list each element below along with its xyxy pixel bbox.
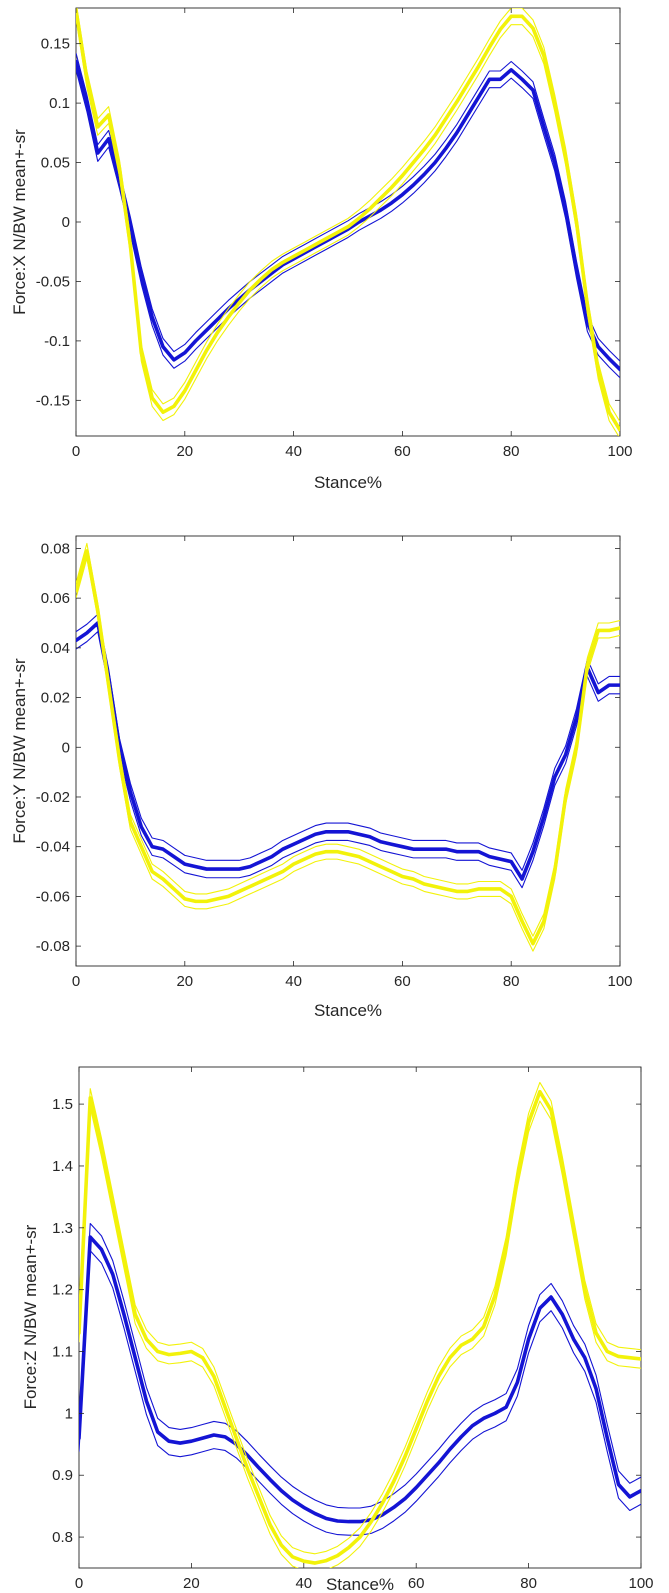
force-z-blue-upper-band xyxy=(79,1222,641,1509)
force-y-x-tick-label: 20 xyxy=(176,973,193,990)
force-y-y-tick-label: -0.02 xyxy=(36,789,70,806)
force-y-y-tick-label: -0.06 xyxy=(36,888,70,905)
force-z-y-tick-label: 0.9 xyxy=(52,1467,73,1484)
force-y-plot-frame xyxy=(75,535,621,967)
force-y-blue-mean-line xyxy=(76,621,620,881)
force-z-y-tick-label: 1.3 xyxy=(52,1220,73,1237)
force-y-yellow-mean-line xyxy=(76,549,620,946)
force-x-y-tick-label: -0.1 xyxy=(44,333,70,350)
force-y-y-tick-label: 0.04 xyxy=(41,640,70,657)
force-x-y-tick-label: 0.1 xyxy=(49,95,70,112)
force-x-y-tick-label: -0.05 xyxy=(36,273,70,290)
force-x-yellow-upper-band xyxy=(76,8,620,423)
force-z-x-tick-label: 80 xyxy=(520,1575,537,1592)
force-z-y-tick-label: 1 xyxy=(65,1405,73,1422)
force-z-y-tick-label: 1.2 xyxy=(52,1282,73,1299)
force-x-x-tick-label: 80 xyxy=(503,443,520,460)
force-x-yellow-mean-line xyxy=(76,8,620,432)
force-y-y-tick-label: -0.08 xyxy=(36,938,70,955)
force-x-xlabel: Stance% xyxy=(314,473,382,492)
force-z-y-tick-label: 1.4 xyxy=(52,1158,73,1175)
force-x-y-tick-label: -0.15 xyxy=(36,392,70,409)
force-z-yellow-lower-band xyxy=(79,1100,641,1568)
force-z-chart: Stance% Force:Z N/BW mean+-sr 0 20 40 60 80 1… xyxy=(21,1066,654,1593)
force-x-y-tick-label: 0.05 xyxy=(41,155,70,172)
force-z-x-tick-label: 0 xyxy=(75,1575,83,1592)
force-x-blue-mean-line xyxy=(76,59,620,372)
force-x-x-tick-label: 20 xyxy=(176,443,193,460)
force-y-x-tick-label: 0 xyxy=(72,973,80,990)
force-z-x-tick-label: 40 xyxy=(295,1575,312,1592)
force-x-ylabel: Force:X N/BW mean+-sr xyxy=(10,129,29,315)
force-z-y-tick-label: 1.5 xyxy=(52,1096,73,1113)
force-x-yellow-lower-band xyxy=(76,18,620,436)
force-y-yellow-upper-band xyxy=(76,542,620,937)
force-x-blue-lower-band xyxy=(76,69,620,379)
force-y-x-tick-label: 100 xyxy=(607,973,632,990)
force-x-y-tick-label: 0 xyxy=(62,214,70,231)
force-z-x-tick-label: 100 xyxy=(628,1575,653,1592)
force-y-series-group xyxy=(76,542,620,952)
force-x-x-tick-label: 100 xyxy=(607,443,632,460)
force-y-x-tick-label: 40 xyxy=(285,973,302,990)
force-x-series-group xyxy=(76,8,620,436)
force-z-blue-mean-line xyxy=(79,1235,641,1524)
force-z-ylabel: Force:Z N/BW mean+-sr xyxy=(21,1224,40,1409)
force-x-chart: Stance% Force:X N/BW mean+-sr 0 20 40 60 80 1… xyxy=(10,7,633,492)
force-y-x-tick-label: 60 xyxy=(394,973,411,990)
force-y-y-tick-label: 0.02 xyxy=(41,690,70,707)
force-x-y-tick-label: 0.15 xyxy=(41,36,70,53)
force-y-y-tick-label: -0.04 xyxy=(36,839,70,856)
force-z-xlabel: Stance% xyxy=(326,1575,394,1593)
force-y-xlabel: Stance% xyxy=(314,1001,382,1020)
force-z-y-tick-label: 0.8 xyxy=(52,1529,73,1546)
force-z-yellow-mean-line xyxy=(79,1089,641,1565)
force-y-y-tick-label: 0.08 xyxy=(41,540,70,557)
force-z-series-group xyxy=(79,1081,641,1568)
force-z-x-tick-label: 20 xyxy=(183,1575,200,1592)
force-x-x-tick-label: 60 xyxy=(394,443,411,460)
force-y-chart: Stance% Force:Y N/BW mean+-sr 0 20 40 60 80 1… xyxy=(10,535,633,1020)
force-y-y-tick-label: 0.06 xyxy=(41,590,70,607)
force-y-yellow-lower-band xyxy=(76,557,620,952)
force-x-x-tick-label: 40 xyxy=(285,443,302,460)
force-z-y-tick-label: 1.1 xyxy=(52,1344,73,1361)
force-z-yellow-upper-band xyxy=(79,1081,641,1555)
force-y-blue-lower-band xyxy=(76,631,620,889)
force-y-ylabel: Force:Y N/BW mean+-sr xyxy=(10,658,29,844)
force-y-y-tick-label: 0 xyxy=(62,739,70,756)
force-z-x-tick-label: 60 xyxy=(408,1575,425,1592)
force-x-x-tick-label: 0 xyxy=(72,443,80,460)
force-y-x-tick-label: 80 xyxy=(503,973,520,990)
force-y-blue-upper-band xyxy=(76,613,620,871)
force-x-blue-upper-band xyxy=(76,53,620,362)
